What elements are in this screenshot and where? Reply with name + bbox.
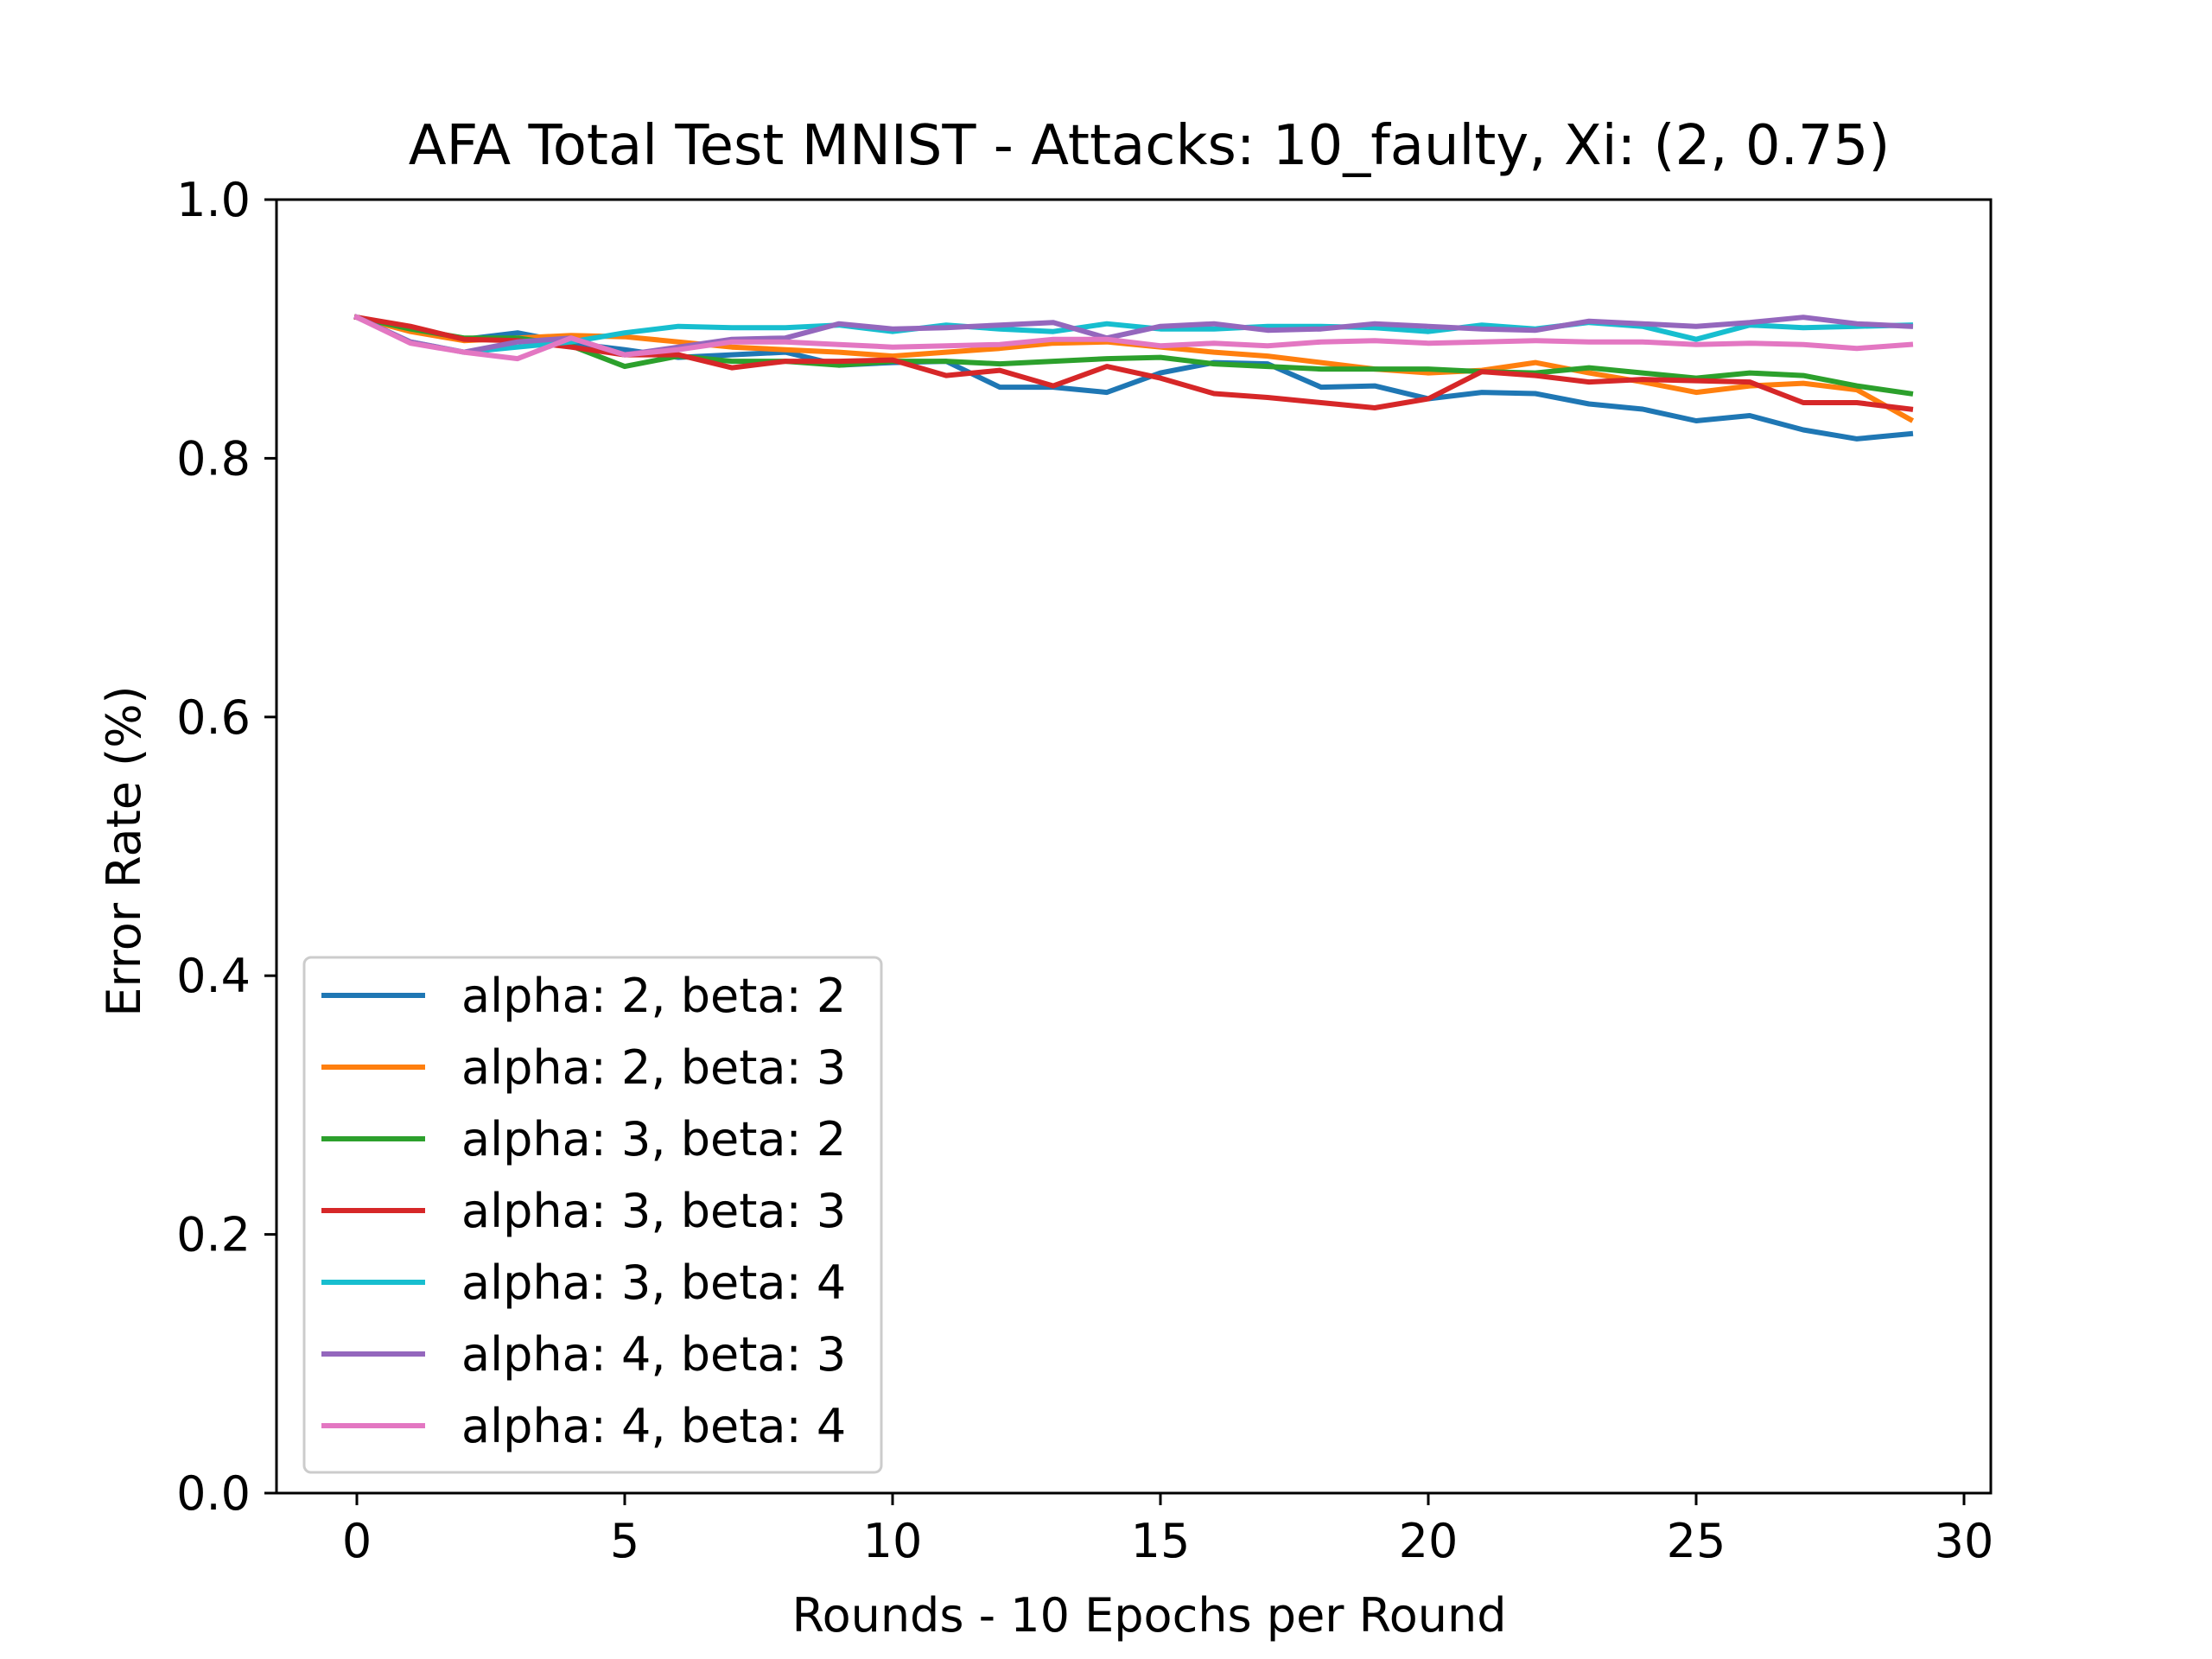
x-tick-label: 20: [1399, 1514, 1459, 1568]
y-tick-label: 1.0: [176, 173, 251, 227]
x-axis-ticks: 0 5 10 15 20 25 30: [342, 1493, 1994, 1568]
legend-label: alpha: 3, beta: 3: [461, 1184, 846, 1238]
series-line-7: [353, 314, 1914, 362]
x-tick-label: 10: [863, 1514, 923, 1568]
series-line-3: [353, 314, 1914, 397]
y-tick-label: 0.0: [176, 1466, 251, 1521]
x-axis-label: Rounds - 10 Epochs per Round: [791, 1588, 1506, 1643]
legend: alpha: 2, beta: 2 alpha: 2, beta: 3 alpha:…: [302, 956, 883, 1474]
y-tick-label: 0.6: [176, 690, 251, 745]
legend-label: alpha: 2, beta: 3: [461, 1040, 846, 1095]
legend-label: alpha: 3, beta: 2: [461, 1112, 846, 1166]
legend-label: alpha: 4, beta: 4: [461, 1399, 846, 1453]
y-axis-ticks: 0.0 0.2 0.4 0.6 0.8 1.0: [176, 173, 276, 1521]
series-line-1: [353, 314, 1914, 442]
y-tick-label: 0.2: [176, 1208, 251, 1262]
x-tick-label: 30: [1935, 1514, 1994, 1568]
x-tick-label: 5: [610, 1514, 639, 1568]
series-line-5: [353, 314, 1914, 355]
x-tick-label: 15: [1131, 1514, 1191, 1568]
x-tick-label: 25: [1667, 1514, 1726, 1568]
series-lines: [353, 314, 1915, 442]
chart-title: AFA Total Test MNIST - Attacks: 10_fault…: [409, 114, 1891, 178]
x-tick-label: 0: [342, 1514, 372, 1568]
legend-label: alpha: 2, beta: 2: [461, 969, 846, 1023]
legend-label: alpha: 3, beta: 4: [461, 1255, 846, 1310]
y-axis-label: Error Rate (%): [97, 685, 151, 1016]
axes-frame: [275, 198, 1993, 1495]
y-tick-label: 0.8: [176, 431, 251, 486]
plot-area: [275, 198, 1993, 1495]
legend-label: alpha: 4, beta: 3: [461, 1327, 846, 1382]
legend-box: [302, 956, 883, 1474]
y-tick-label: 0.4: [176, 949, 251, 1003]
